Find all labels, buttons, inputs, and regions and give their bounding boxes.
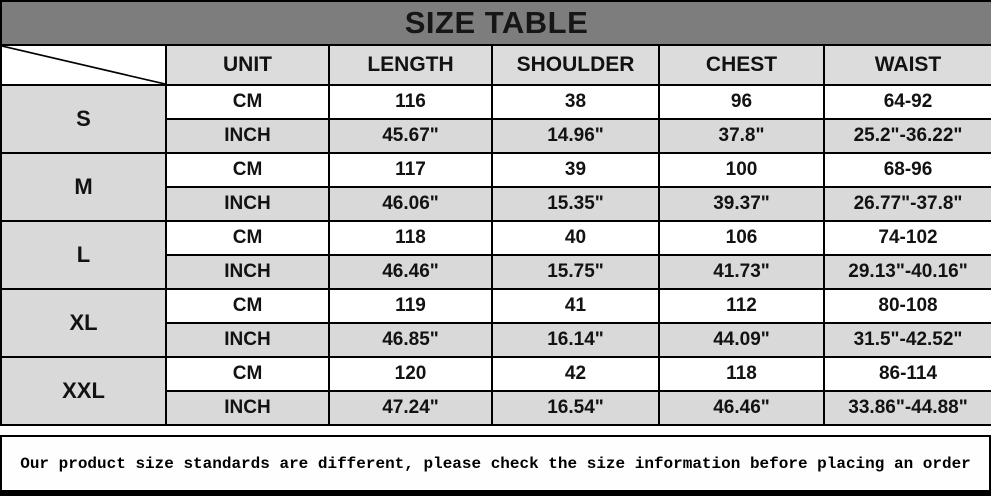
title-row: SIZE TABLE	[0, 0, 991, 46]
value-cell: 15.75"	[491, 254, 660, 290]
diagonal-header-cell	[0, 44, 167, 86]
value-cell: 64-92	[822, 84, 991, 120]
value-cell: 41.73"	[658, 254, 825, 290]
unit-cell-cm: CM	[165, 356, 330, 392]
value-cell: 15.35"	[491, 186, 660, 222]
unit-cell-inch: INCH	[165, 322, 330, 358]
value-cell: 46.46"	[328, 254, 493, 290]
table-row: L CM 118 40 106 74-102	[0, 220, 991, 290]
size-table: SIZE TABLE UNIT LENGTH SHOULDER CHEST WA…	[0, 0, 991, 426]
header-row: UNIT LENGTH SHOULDER CHEST WAIST	[0, 44, 991, 86]
table-row: XL CM 119 41 112 80-108	[0, 288, 991, 358]
value-cell: 45.67"	[328, 118, 493, 154]
table-row: INCH 46.06" 15.35" 39.37" 26.77"-37.8"	[1, 186, 991, 222]
value-cell: 39	[491, 152, 660, 188]
value-cell: 29.13"-40.16"	[822, 254, 991, 290]
value-cell: 25.2"-36.22"	[822, 118, 991, 154]
size-label-xl: XL	[0, 288, 167, 358]
value-cell: 41	[491, 288, 660, 324]
size-label-l: L	[0, 220, 167, 290]
diagonal-line	[2, 46, 165, 84]
size-label-xxl: XXL	[0, 356, 167, 426]
table-row: S CM 116 38 96 64-92	[0, 84, 991, 154]
value-cell: 118	[328, 220, 493, 256]
table-row: INCH 45.67" 14.96" 37.8" 25.2"-36.22"	[1, 118, 991, 154]
column-header-unit: UNIT	[165, 44, 330, 86]
table-row: M CM 117 39 100 68-96	[0, 152, 991, 222]
value-cell: 42	[491, 356, 660, 392]
column-header-waist: WAIST	[822, 44, 991, 86]
value-cell: 33.86"-44.88"	[822, 390, 991, 426]
table-row: INCH 47.24" 16.54" 46.46" 33.86"-44.88"	[1, 390, 991, 426]
value-cell: 14.96"	[491, 118, 660, 154]
unit-cell-cm: CM	[165, 152, 330, 188]
value-cell: 40	[491, 220, 660, 256]
value-cell: 118	[658, 356, 825, 392]
value-cell: 26.77"-37.8"	[822, 186, 991, 222]
table-row: INCH 46.85" 16.14" 44.09" 31.5"-42.52"	[1, 322, 991, 358]
unit-cell-cm: CM	[165, 220, 330, 256]
table-row: INCH 46.46" 15.75" 41.73" 29.13"-40.16"	[1, 254, 991, 290]
value-cell: 74-102	[822, 220, 991, 256]
size-label-m: M	[0, 152, 167, 222]
value-cell: 100	[658, 152, 825, 188]
unit-cell-inch: INCH	[165, 118, 330, 154]
value-cell: 31.5"-42.52"	[822, 322, 991, 358]
footer-note: Our product size standards are different…	[20, 454, 971, 473]
table-row: XXL CM 120 42 118 86-114	[0, 356, 991, 426]
value-cell: 116	[328, 84, 493, 120]
unit-cell-cm: CM	[165, 288, 330, 324]
value-cell: 46.06"	[328, 186, 493, 222]
column-header-chest: CHEST	[658, 44, 825, 86]
unit-cell-inch: INCH	[165, 186, 330, 222]
value-cell: 96	[658, 84, 825, 120]
value-cell: 39.37"	[658, 186, 825, 222]
value-cell: 112	[658, 288, 825, 324]
size-label-s: S	[0, 84, 167, 154]
value-cell: 46.46"	[658, 390, 825, 426]
value-cell: 46.85"	[328, 322, 493, 358]
value-cell: 106	[658, 220, 825, 256]
value-cell: 80-108	[822, 288, 991, 324]
value-cell: 47.24"	[328, 390, 493, 426]
value-cell: 120	[328, 356, 493, 392]
value-cell: 86-114	[822, 356, 991, 392]
unit-cell-cm: CM	[165, 84, 330, 120]
value-cell: 68-96	[822, 152, 991, 188]
value-cell: 44.09"	[658, 322, 825, 358]
unit-cell-inch: INCH	[165, 390, 330, 426]
column-header-length: LENGTH	[328, 44, 493, 86]
value-cell: 37.8"	[658, 118, 825, 154]
value-cell: 16.14"	[491, 322, 660, 358]
page-title: SIZE TABLE	[0, 0, 991, 46]
footer-note-box: Our product size standards are different…	[0, 435, 991, 496]
value-cell: 119	[328, 288, 493, 324]
value-cell: 38	[491, 84, 660, 120]
value-cell: 16.54"	[491, 390, 660, 426]
value-cell: 117	[328, 152, 493, 188]
unit-cell-inch: INCH	[165, 254, 330, 290]
column-header-shoulder: SHOULDER	[491, 44, 660, 86]
